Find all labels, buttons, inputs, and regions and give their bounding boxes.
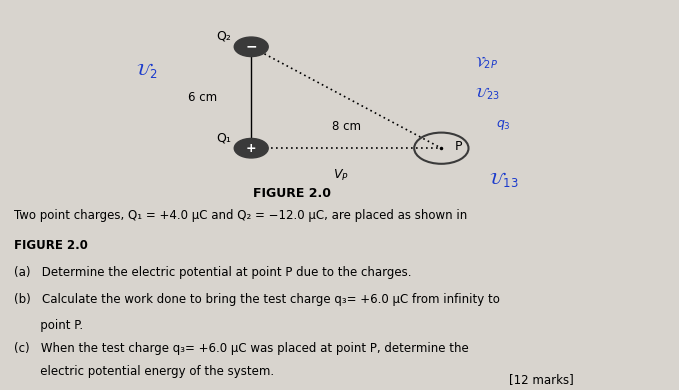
Text: 6 cm: 6 cm — [188, 91, 217, 104]
Text: FIGURE 2.0: FIGURE 2.0 — [14, 239, 88, 252]
Text: Two point charges, Q₁ = +4.0 μC and Q₂ = −12.0 μC, are placed as shown in: Two point charges, Q₁ = +4.0 μC and Q₂ =… — [14, 209, 467, 222]
Text: $V_P$: $V_P$ — [333, 168, 348, 183]
Text: $\mathcal{V}_{2P}$: $\mathcal{V}_{2P}$ — [475, 54, 498, 71]
Text: $\mathcal{U}_{13}$: $\mathcal{U}_{13}$ — [489, 170, 519, 189]
Text: 8 cm: 8 cm — [332, 120, 361, 133]
Text: −: − — [245, 40, 257, 54]
Text: (a)   Determine the electric potential at point P due to the charges.: (a) Determine the electric potential at … — [14, 266, 411, 279]
Circle shape — [234, 37, 268, 57]
Text: $\mathcal{U}_2$: $\mathcal{U}_2$ — [136, 61, 158, 80]
Text: [12 marks]: [12 marks] — [509, 373, 574, 386]
Text: Q₁: Q₁ — [216, 131, 231, 144]
Text: FIGURE 2.0: FIGURE 2.0 — [253, 187, 331, 200]
Text: $q_3$: $q_3$ — [496, 118, 511, 132]
Circle shape — [234, 138, 268, 158]
Text: point P.: point P. — [14, 319, 83, 332]
Text: P: P — [455, 140, 462, 153]
Text: (b)   Calculate the work done to bring the test charge q₃= +6.0 μC from infinity: (b) Calculate the work done to bring the… — [14, 293, 500, 306]
Text: $\mathcal{U}_{23}$: $\mathcal{U}_{23}$ — [475, 85, 500, 102]
Text: (c)   When the test charge q₃= +6.0 μC was placed at point P, determine the: (c) When the test charge q₃= +6.0 μC was… — [14, 342, 469, 355]
Text: Q₂: Q₂ — [216, 30, 231, 43]
Text: electric potential energy of the system.: electric potential energy of the system. — [14, 365, 274, 378]
Text: +: + — [246, 142, 257, 155]
